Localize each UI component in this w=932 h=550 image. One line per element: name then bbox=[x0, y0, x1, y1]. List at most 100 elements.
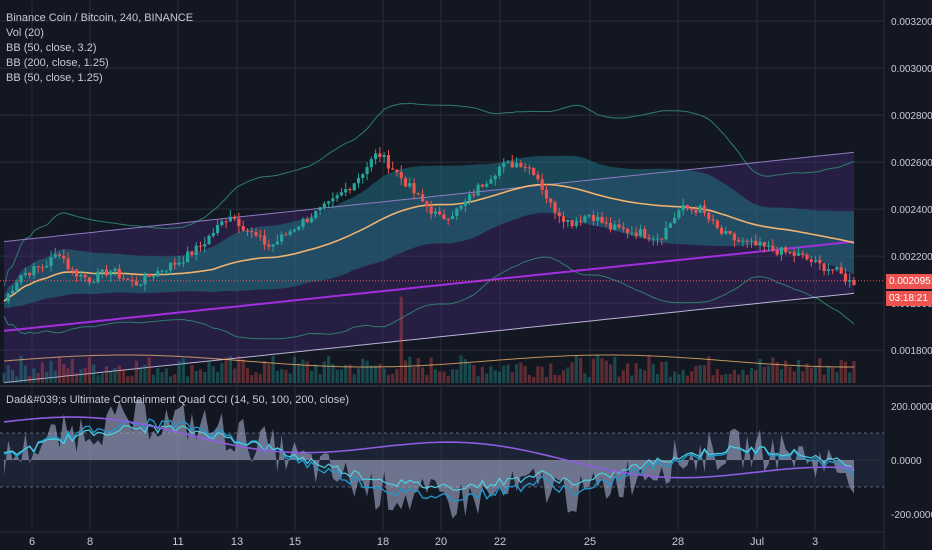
volume-bar bbox=[673, 371, 677, 383]
bb50-lower-band-line bbox=[3, 256, 855, 340]
volume-bar bbox=[502, 365, 506, 383]
candle-body bbox=[591, 215, 596, 221]
volume-bar bbox=[587, 376, 591, 383]
volume-bar bbox=[117, 365, 121, 383]
volume-bar bbox=[365, 360, 369, 383]
candle-body bbox=[19, 275, 23, 283]
volume-bar bbox=[15, 376, 19, 383]
candle-body bbox=[621, 227, 625, 229]
volume-bar bbox=[254, 372, 258, 383]
candle-body bbox=[6, 293, 10, 302]
volume-bar bbox=[685, 375, 690, 383]
candle-body bbox=[378, 153, 382, 157]
candle-body bbox=[156, 271, 160, 277]
volume-bar bbox=[514, 364, 519, 383]
volume-bar bbox=[831, 367, 835, 383]
volume-bar bbox=[497, 371, 502, 383]
candle-body bbox=[796, 253, 801, 256]
volume-bar bbox=[574, 355, 578, 383]
candle-body bbox=[237, 218, 241, 227]
candle-body bbox=[660, 238, 664, 240]
candle-body bbox=[771, 245, 775, 251]
volume-bar bbox=[40, 362, 45, 383]
cci-area bbox=[4, 398, 854, 519]
volume-bar bbox=[732, 369, 737, 383]
candle-body bbox=[467, 194, 472, 202]
volume-bar bbox=[758, 359, 762, 383]
volume-bar bbox=[510, 372, 514, 383]
candle-body bbox=[87, 277, 92, 283]
volume-bar bbox=[382, 368, 386, 383]
volume-bar bbox=[280, 369, 284, 383]
volume-bar bbox=[2, 372, 6, 383]
volume-bar bbox=[613, 356, 617, 383]
candle-body bbox=[267, 244, 271, 247]
candle-body bbox=[442, 214, 446, 219]
candle-body bbox=[737, 240, 741, 242]
bb200-basis-line bbox=[3, 240, 855, 332]
candle-body bbox=[224, 221, 228, 223]
volume-bar bbox=[416, 357, 420, 383]
volume-bar bbox=[506, 364, 510, 383]
candle-body bbox=[536, 174, 540, 180]
volume-bar bbox=[792, 371, 796, 383]
candle-body bbox=[288, 231, 292, 235]
cci-tick-label: 0.0000 bbox=[891, 456, 922, 467]
volume-bar bbox=[284, 369, 288, 383]
volume-bar bbox=[711, 375, 715, 383]
volume-bar bbox=[433, 369, 438, 383]
volume-bar bbox=[698, 365, 702, 383]
candle-body bbox=[57, 254, 62, 256]
candle-body bbox=[425, 201, 429, 207]
volume-bar bbox=[583, 373, 587, 383]
candle-body bbox=[160, 270, 164, 272]
candle-body bbox=[23, 272, 27, 276]
candle-body bbox=[668, 223, 672, 228]
candle-body bbox=[250, 231, 254, 233]
volume-bar bbox=[139, 366, 143, 383]
volume-bar bbox=[459, 355, 463, 383]
candle-body bbox=[532, 168, 536, 175]
volume-bar bbox=[83, 367, 87, 383]
candle-body bbox=[459, 206, 463, 209]
volume-bar bbox=[651, 363, 655, 383]
candle-body bbox=[835, 267, 839, 270]
volume-bar bbox=[455, 369, 459, 383]
candle-body bbox=[596, 216, 600, 221]
candle-body bbox=[544, 189, 549, 199]
candle-body bbox=[318, 207, 322, 211]
candle-body bbox=[728, 230, 732, 234]
candle-body bbox=[292, 229, 297, 232]
volume-bar bbox=[374, 365, 378, 383]
candle-body bbox=[53, 254, 57, 258]
volume-bar bbox=[245, 367, 250, 383]
candle-body bbox=[608, 223, 613, 230]
volume-bar bbox=[190, 365, 194, 383]
volume-bar bbox=[100, 373, 104, 383]
volume-bar bbox=[634, 363, 638, 383]
volume-bar bbox=[544, 376, 549, 383]
volume-bar bbox=[215, 371, 220, 383]
volume-bar bbox=[45, 371, 49, 383]
volume-bar bbox=[241, 359, 245, 383]
candle-body bbox=[583, 216, 587, 222]
volume-bar bbox=[399, 296, 403, 383]
volume-bar bbox=[198, 369, 203, 383]
volume-bar bbox=[818, 357, 822, 383]
volume-bar bbox=[779, 369, 783, 383]
volume-bar bbox=[715, 369, 719, 383]
candle-body bbox=[121, 278, 126, 280]
candle-body bbox=[493, 175, 497, 180]
candle-body bbox=[719, 227, 724, 234]
candle-body bbox=[117, 268, 121, 279]
candle-body bbox=[489, 179, 493, 184]
candle-body bbox=[275, 241, 279, 245]
volume-bar bbox=[638, 368, 643, 383]
candle-body bbox=[228, 216, 232, 222]
volume-bar bbox=[668, 376, 672, 383]
candle-body bbox=[497, 166, 502, 176]
candle-body bbox=[749, 240, 754, 242]
